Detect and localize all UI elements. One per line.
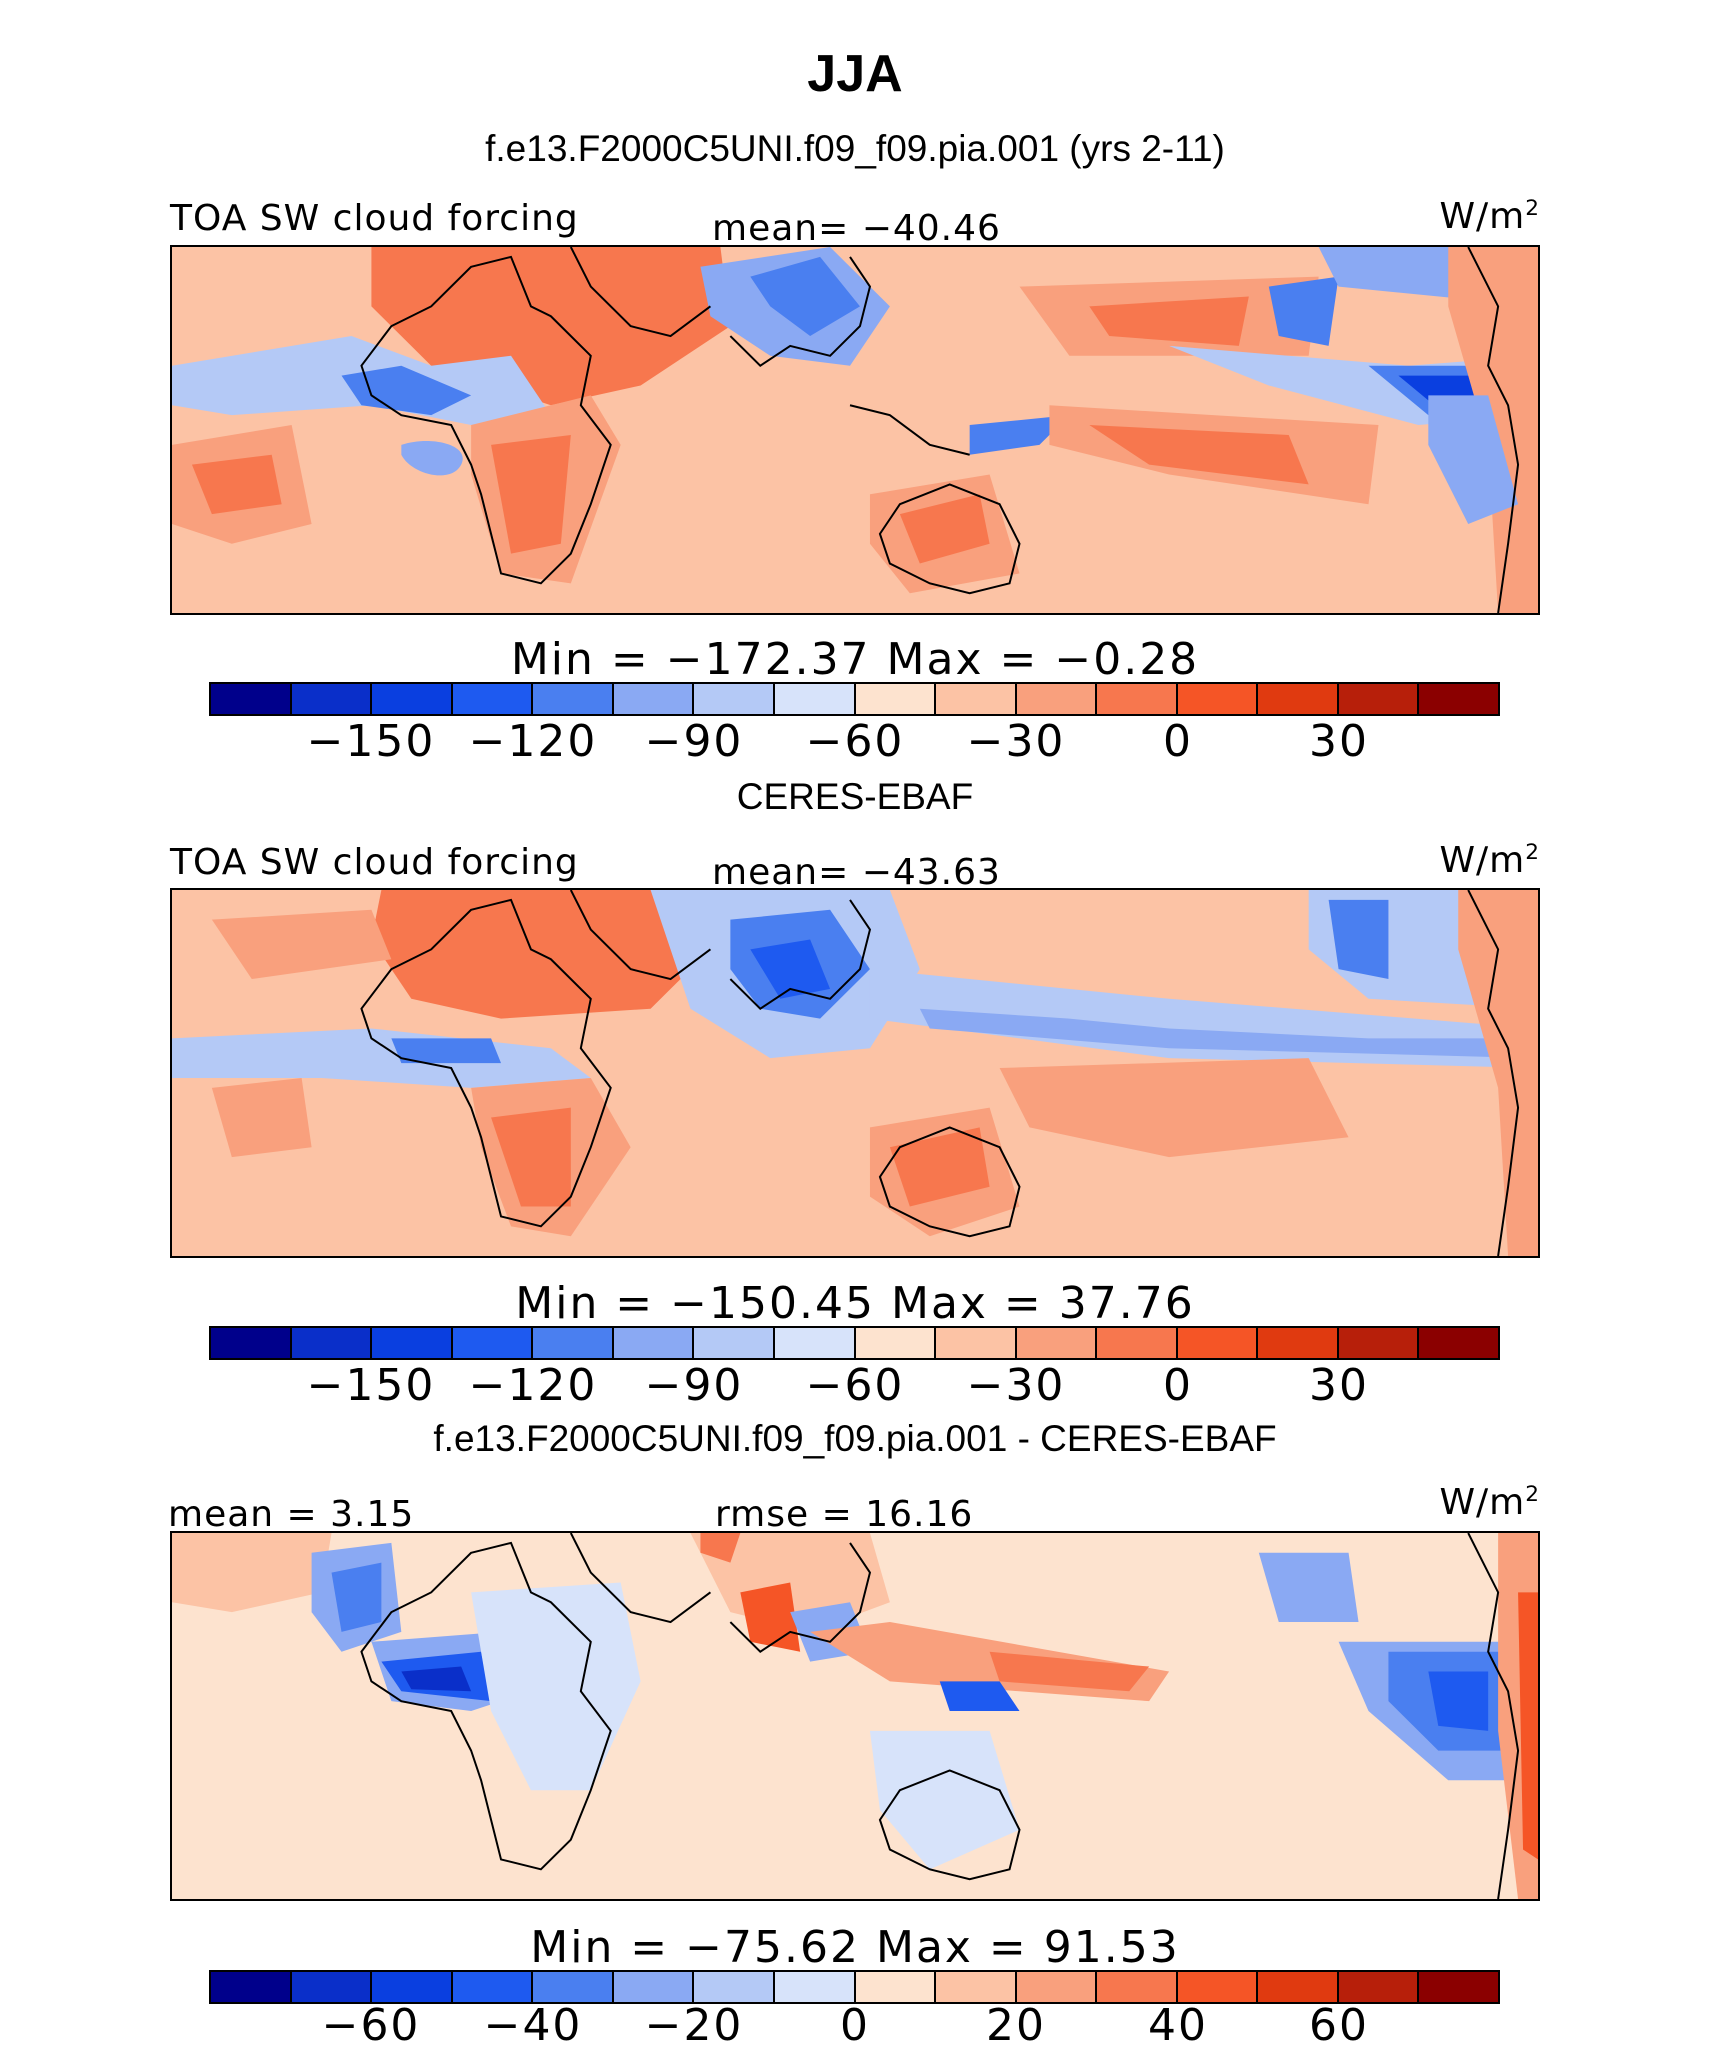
colorbar-tick: −60 xyxy=(805,716,905,767)
colorbar-cell xyxy=(613,684,695,714)
panel-1-units: W/m2 xyxy=(1439,196,1540,237)
panel-2-left-label: TOA SW cloud forcing xyxy=(170,842,579,883)
colorbar-cell xyxy=(1097,1972,1178,2002)
colorbar-tick: −30 xyxy=(966,716,1066,767)
colorbar-tick: −40 xyxy=(483,2000,583,2051)
colorbar-cell xyxy=(291,1328,373,1358)
panel-3-center-label: rmse = 16.16 xyxy=(715,1494,974,1535)
colorbar-cell xyxy=(291,684,373,714)
colorbar-tick: −90 xyxy=(644,716,744,767)
colorbar-cell xyxy=(1177,684,1259,714)
colorbar-cell xyxy=(1258,1972,1339,2002)
colorbar-tick: −60 xyxy=(321,2000,421,2051)
colorbar-cell xyxy=(774,1328,856,1358)
colorbar-tick: 0 xyxy=(1163,716,1193,767)
colorbar-tick: −120 xyxy=(468,1360,598,1411)
colorbar-tick: 20 xyxy=(986,2000,1046,2051)
panel-2-center-label: mean= −43.63 xyxy=(712,852,1001,893)
colorbar-cell xyxy=(1177,1328,1259,1358)
colorbar-cell xyxy=(1016,684,1098,714)
colorbar-cell xyxy=(1338,1328,1420,1358)
panel-1-left-label: TOA SW cloud forcing xyxy=(170,198,579,239)
colorbar-tick: −60 xyxy=(805,1360,905,1411)
colorbar-tick: −120 xyxy=(468,716,598,767)
colorbar-cell xyxy=(855,1328,937,1358)
colorbar-tick: 40 xyxy=(1148,2000,1208,2051)
colorbar-cell xyxy=(1338,1972,1420,2002)
colorbar-cell xyxy=(694,1328,775,1358)
panel-3-heading: f.e13.F2000C5UNI.f09_f09.pia.001 - CERES… xyxy=(433,1418,1277,1459)
colorbar-cell xyxy=(291,1972,373,2002)
colorbar-cell xyxy=(613,1328,695,1358)
panel-2-colorbar xyxy=(209,1326,1500,1360)
colorbar-cell xyxy=(936,1328,1017,1358)
colorbar-tick: −20 xyxy=(644,2000,744,2051)
colorbar-cell xyxy=(936,1972,1017,2002)
panel-3-stats: Min = −75.62 Max = 91.53 xyxy=(530,1922,1180,1973)
colorbar-cell xyxy=(1338,684,1420,714)
panel-3-map xyxy=(170,1531,1540,1901)
colorbar-tick: 60 xyxy=(1309,2000,1369,2051)
figure-title: JJA xyxy=(807,45,903,103)
colorbar-tick: −30 xyxy=(966,1360,1066,1411)
colorbar-cell xyxy=(211,1972,292,2002)
colorbar-cell xyxy=(1097,684,1178,714)
colorbar-cell xyxy=(1419,1328,1498,1358)
colorbar-cell xyxy=(936,684,1017,714)
colorbar-cell xyxy=(372,1328,453,1358)
colorbar-tick: −150 xyxy=(306,1360,436,1411)
colorbar-cell xyxy=(1016,1972,1098,2002)
colorbar-cell xyxy=(1419,684,1498,714)
panel-2-heading: CERES-EBAF xyxy=(736,776,974,817)
colorbar-tick: 30 xyxy=(1309,1360,1369,1411)
colorbar-cell xyxy=(1258,1328,1339,1358)
colorbar-tick: 30 xyxy=(1309,716,1369,767)
colorbar-cell xyxy=(1097,1328,1178,1358)
colorbar-cell xyxy=(855,1972,937,2002)
colorbar-cell xyxy=(1177,1972,1259,2002)
panel-1-stats: Min = −172.37 Max = −0.28 xyxy=(510,634,1200,685)
panel-1-heading: f.e13.F2000C5UNI.f09_f09.pia.001 (yrs 2-… xyxy=(485,128,1225,169)
panel-3-colorbar xyxy=(209,1970,1500,2004)
colorbar-cell xyxy=(452,684,534,714)
colorbar-cell xyxy=(211,1328,292,1358)
colorbar-cell xyxy=(372,1972,453,2002)
panel-1-map xyxy=(170,245,1540,615)
colorbar-cell xyxy=(1016,1328,1098,1358)
colorbar-cell xyxy=(372,684,453,714)
colorbar-tick: 0 xyxy=(840,2000,870,2051)
colorbar-cell xyxy=(533,684,614,714)
panel-3-units: W/m2 xyxy=(1439,1482,1540,1523)
colorbar-cell xyxy=(1419,1972,1498,2002)
colorbar-cell xyxy=(533,1328,614,1358)
panel-1-colorbar xyxy=(209,682,1500,716)
panel-2-map xyxy=(170,888,1540,1258)
colorbar-cell xyxy=(855,684,937,714)
colorbar-cell xyxy=(774,684,856,714)
colorbar-cell xyxy=(533,1972,614,2002)
colorbar-cell xyxy=(1258,684,1339,714)
colorbar-cell xyxy=(694,684,775,714)
colorbar-cell xyxy=(774,1972,856,2002)
colorbar-cell xyxy=(613,1972,695,2002)
colorbar-tick: −90 xyxy=(644,1360,744,1411)
panel-2-stats: Min = −150.45 Max = 37.76 xyxy=(515,1278,1195,1329)
colorbar-cell xyxy=(211,684,292,714)
colorbar-cell xyxy=(452,1972,534,2002)
panel-2-units: W/m2 xyxy=(1439,840,1540,881)
panel-1-center-label: mean= −40.46 xyxy=(712,208,1001,249)
colorbar-tick: 0 xyxy=(1163,1360,1193,1411)
colorbar-tick: −150 xyxy=(306,716,436,767)
colorbar-cell xyxy=(694,1972,775,2002)
panel-3-left-label: mean = 3.15 xyxy=(168,1494,415,1535)
colorbar-cell xyxy=(452,1328,534,1358)
